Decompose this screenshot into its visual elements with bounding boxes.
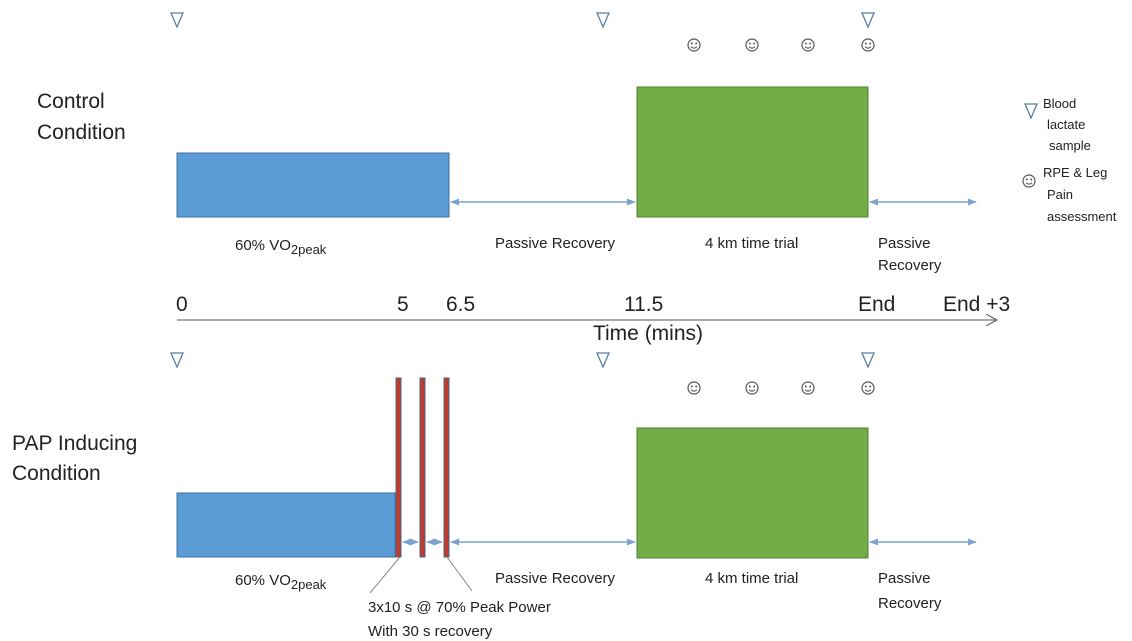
phase-label: Passive — [878, 570, 931, 587]
axis-tick-label: 11.5 — [624, 293, 663, 316]
markers — [170, 12, 875, 52]
callout-line — [369, 556, 401, 594]
note-text: 3x10 s @ 70% Peak Power — [368, 599, 551, 616]
note-text: With 30 s recovery — [368, 623, 493, 640]
sprint-bars — [395, 377, 450, 558]
phase-label: 4 km time trial — [705, 235, 798, 252]
condition-label: Control — [37, 90, 105, 113]
phase-label: Passive — [878, 235, 931, 252]
warmup-block — [176, 152, 450, 218]
axis-tick-label: 5 — [397, 293, 409, 316]
phase-label: 60% VO2peak — [235, 237, 327, 257]
axis-tick-label: 6.5 — [446, 293, 475, 316]
condition-label: PAP Inducing — [12, 432, 137, 455]
phase-label: Recovery — [878, 595, 942, 612]
callout-line — [446, 556, 473, 592]
warmup-block — [176, 492, 396, 558]
condition-label: Condition — [12, 462, 101, 485]
axis-tick-label: 0 — [176, 293, 188, 316]
legend-text: Blood — [1043, 96, 1076, 111]
axis-title: Time (mins) — [593, 322, 703, 345]
markers — [170, 352, 875, 395]
legend-text: lactate — [1047, 117, 1085, 132]
axis-tick-label: End +3 — [943, 293, 1010, 316]
legend-text: RPE & Leg — [1043, 165, 1107, 180]
legend-text: Pain — [1047, 187, 1073, 202]
phase-label: 60% VO2peak — [235, 572, 327, 592]
axis-tick-label: End — [858, 293, 895, 316]
legend-text: assessment — [1047, 209, 1117, 224]
phase-label: Recovery — [878, 257, 942, 274]
trial-block — [636, 86, 869, 218]
phase-label: Passive Recovery — [495, 570, 616, 587]
condition-label: Condition — [37, 121, 126, 144]
phase-label: 4 km time trial — [705, 570, 798, 587]
phase-label: Passive Recovery — [495, 235, 616, 252]
legend-text: sample — [1049, 138, 1091, 153]
trial-block — [636, 427, 869, 559]
